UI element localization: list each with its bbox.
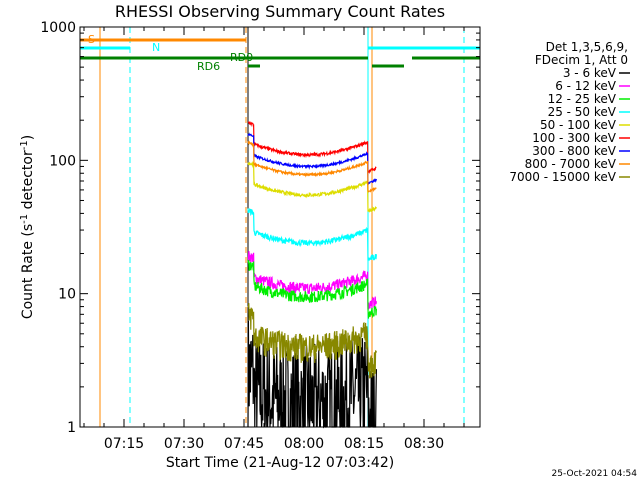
- flag-label: S: [88, 33, 95, 46]
- series-line: [247, 320, 377, 429]
- x-tick-label: 08:00: [284, 436, 324, 452]
- timestamp: 25-Oct-2021 04:54: [552, 469, 638, 479]
- legend-entry: 3 - 6 keV: [563, 66, 617, 80]
- series-line: [247, 303, 377, 379]
- flag-label: RD6: [197, 60, 220, 73]
- chart-title: RHESSI Observing Summary Count Rates: [115, 2, 445, 21]
- legend-header: Det 1,3,5,6,9,: [546, 40, 628, 54]
- legend-entry: 25 - 50 keV: [548, 105, 617, 119]
- legend: Det 1,3,5,6,9,FDecim 1, Att 03 - 6 keV6 …: [509, 40, 630, 184]
- y-label-part3: ): [20, 135, 36, 140]
- series-line: [247, 207, 377, 261]
- y-tick-label: 100: [49, 153, 76, 169]
- series-line: [247, 259, 377, 319]
- y-label-sup1: -1: [19, 214, 30, 224]
- plot-frame: [79, 26, 481, 428]
- series-line: [247, 132, 377, 185]
- legend-entry: 12 - 25 keV: [548, 92, 617, 106]
- x-tick-label: 07:30: [164, 436, 204, 452]
- plot-area: S N RD0 RD6: [80, 27, 480, 429]
- y-axis-label: Count Rate (s-1 detector-1): [19, 135, 36, 319]
- legend-entry: 7000 - 15000 keV: [509, 170, 616, 184]
- x-tick-label: 07:45: [224, 436, 264, 452]
- y-tick-label: 1: [67, 420, 76, 436]
- series-line: [247, 120, 377, 176]
- legend-entry: 800 - 7000 keV: [525, 157, 617, 171]
- x-tick-label: 08:15: [344, 436, 384, 452]
- x-tick-label: 07:15: [104, 436, 144, 452]
- series-line: [247, 140, 377, 193]
- x-tick-label: 08:30: [404, 436, 444, 452]
- y-tick-label: 1000: [40, 20, 76, 36]
- y-axis: 1 10 100 1000: [40, 20, 480, 436]
- series-line: [247, 251, 377, 310]
- legend-entry: 6 - 12 keV: [555, 79, 617, 93]
- legend-header: FDecim 1, Att 0: [535, 53, 628, 67]
- flag-label: N: [152, 41, 160, 54]
- y-label-sup2: -1: [19, 140, 30, 150]
- legend-entry: 300 - 800 keV: [532, 144, 616, 158]
- series-line: [247, 161, 377, 213]
- x-axis: 07:15 07:30 07:45 08:00 08:15 08:30: [83, 27, 465, 452]
- y-label-part2: detector: [20, 150, 36, 214]
- y-label-part1: Count Rate (s: [20, 224, 36, 319]
- legend-entry: 100 - 300 keV: [532, 131, 616, 145]
- y-tick-label: 10: [58, 287, 76, 303]
- flag-label: RD0: [230, 51, 253, 64]
- legend-entry: 50 - 100 keV: [540, 118, 617, 132]
- x-axis-label: Start Time (21-Aug-12 07:03:42): [166, 455, 394, 471]
